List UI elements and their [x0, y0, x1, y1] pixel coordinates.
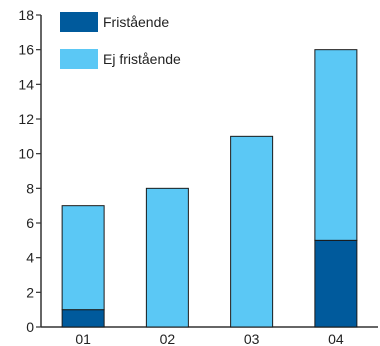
y-tick-label: 6: [26, 215, 34, 231]
legend-swatch-fristaende: [60, 12, 98, 32]
legend-label-fristaende: Fristående: [103, 14, 169, 30]
bar-ej-fristaende-03: [230, 135, 274, 328]
legend-swatch-ej-fristaende: [60, 49, 98, 69]
y-tick-label: 12: [18, 111, 34, 127]
legend: Fristående Ej fristående: [60, 12, 181, 69]
bar-ej-fristaende-02: [145, 187, 189, 328]
bars: [61, 49, 358, 328]
y-tick-label: 0: [26, 319, 34, 335]
bar-ej-fristaende-04: [314, 49, 358, 241]
y-tick-label: 8: [26, 180, 34, 196]
y-tick-label: 4: [26, 250, 34, 266]
y-tick-label: 10: [18, 146, 34, 162]
y-tick-label: 18: [18, 7, 34, 23]
bar-fristaende-01: [61, 309, 105, 328]
y-tick-label: 16: [18, 42, 34, 58]
legend-label-ej-fristaende: Ej fristående: [103, 51, 181, 67]
y-tick-label: 2: [26, 284, 34, 300]
bar-fristaende-04: [314, 239, 358, 328]
bar-ej-fristaende-01: [61, 205, 105, 311]
y-tick-label: 14: [18, 76, 34, 92]
x-tick-label: 01: [75, 331, 91, 346]
x-tick-label: 03: [244, 331, 260, 346]
x-tick-label: 04: [328, 331, 344, 346]
x-tick-label: 02: [160, 331, 176, 346]
